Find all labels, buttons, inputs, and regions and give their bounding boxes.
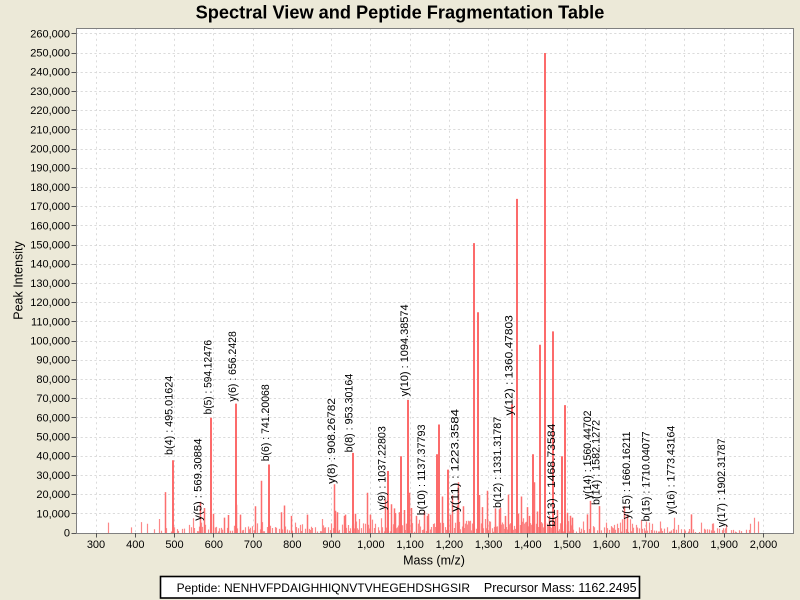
svg-text:40,000: 40,000 [36, 451, 70, 463]
svg-text:20,000: 20,000 [36, 489, 70, 501]
svg-text:50,000: 50,000 [36, 432, 70, 444]
svg-text:y(5) : 569.30884: y(5) : 569.30884 [193, 439, 205, 521]
svg-text:30,000: 30,000 [36, 470, 70, 482]
svg-text:Mass (m/z): Mass (m/z) [403, 554, 465, 568]
svg-text:160,000: 160,000 [30, 220, 70, 232]
svg-text:y(12) : 1360.47803: y(12) : 1360.47803 [503, 315, 515, 415]
svg-text:y(6) : 656.2428: y(6) : 656.2428 [227, 331, 239, 401]
svg-text:b(5) : 594.12476: b(5) : 594.12476 [203, 340, 215, 414]
svg-text:y(15) : 1660.16211: y(15) : 1660.16211 [621, 432, 633, 520]
svg-text:240,000: 240,000 [30, 67, 70, 79]
svg-text:y(8) : 908.26782: y(8) : 908.26782 [326, 398, 338, 484]
svg-text:b(14) : 1582.1272: b(14) : 1582.1272 [590, 420, 602, 505]
svg-text:300: 300 [87, 539, 105, 551]
svg-text:b(10) : 1137.37793: b(10) : 1137.37793 [416, 424, 428, 515]
svg-text:y(9) : 1037.22803: y(9) : 1037.22803 [377, 426, 389, 510]
svg-text:b(4) : 495.01624: b(4) : 495.01624 [164, 376, 176, 455]
svg-text:150,000: 150,000 [30, 240, 70, 252]
svg-text:0: 0 [64, 528, 70, 540]
svg-text:60,000: 60,000 [36, 412, 70, 424]
svg-text:70,000: 70,000 [36, 393, 70, 405]
svg-text:Peak Intensity: Peak Intensity [12, 240, 26, 319]
svg-text:y(11) : 1223.3584: y(11) : 1223.3584 [450, 409, 462, 512]
svg-text:220,000: 220,000 [30, 105, 70, 117]
svg-text:100,000: 100,000 [30, 336, 70, 348]
svg-text:90,000: 90,000 [36, 355, 70, 367]
svg-text:500: 500 [165, 539, 183, 551]
svg-text:Spectral View and Peptide Frag: Spectral View and Peptide Fragmentation … [196, 3, 605, 23]
svg-text:700: 700 [244, 539, 262, 551]
svg-text:600: 600 [205, 539, 223, 551]
svg-text:10,000: 10,000 [36, 508, 70, 520]
svg-text:y(17) : 1902.31787: y(17) : 1902.31787 [716, 439, 728, 528]
svg-text:260,000: 260,000 [30, 28, 70, 40]
svg-text:1,400: 1,400 [514, 539, 542, 551]
svg-text:1,300: 1,300 [475, 539, 503, 551]
svg-text:y(14) : 1560.44702: y(14) : 1560.44702 [582, 411, 594, 500]
svg-text:1,800: 1,800 [671, 539, 699, 551]
svg-text:b(13) : 1468.73584: b(13) : 1468.73584 [546, 424, 558, 527]
svg-text:Peptide: NENHVFPDAIGHHIQNVTVHE: Peptide: NENHVFPDAIGHHIQNVTVHEGEHDSHGSIR [177, 581, 471, 595]
svg-text:2,000: 2,000 [750, 539, 778, 551]
svg-text:1,000: 1,000 [357, 539, 385, 551]
svg-text:250,000: 250,000 [30, 48, 70, 60]
svg-text:800: 800 [283, 539, 301, 551]
svg-text:400: 400 [126, 539, 144, 551]
svg-text:190,000: 190,000 [30, 163, 70, 175]
svg-text:170,000: 170,000 [30, 201, 70, 213]
svg-text:80,000: 80,000 [36, 374, 70, 386]
svg-text:110,000: 110,000 [31, 316, 70, 328]
svg-text:b(8) : 953.30164: b(8) : 953.30164 [344, 374, 356, 453]
svg-text:b(6) : 741.20068: b(6) : 741.20068 [260, 384, 272, 461]
svg-text:200,000: 200,000 [30, 144, 70, 156]
svg-text:900: 900 [322, 539, 340, 551]
svg-text:140,000: 140,000 [30, 259, 70, 271]
svg-text:1,600: 1,600 [593, 539, 621, 551]
svg-text:210,000: 210,000 [30, 124, 70, 136]
svg-text:Precursor Mass: 1162.2495: Precursor Mass: 1162.2495 [484, 581, 637, 595]
svg-text:130,000: 130,000 [30, 278, 70, 290]
svg-text:y(10) : 1094.38574: y(10) : 1094.38574 [399, 304, 411, 396]
svg-text:1,700: 1,700 [632, 539, 660, 551]
svg-text:y(16) : 1773.43164: y(16) : 1773.43164 [666, 426, 678, 515]
svg-text:b(12) : 1331.31787: b(12) : 1331.31787 [492, 417, 504, 508]
svg-text:120,000: 120,000 [30, 297, 70, 309]
svg-text:1,100: 1,100 [396, 539, 424, 551]
svg-text:b(15) : 1710.04077: b(15) : 1710.04077 [641, 432, 653, 522]
svg-text:1,900: 1,900 [710, 539, 738, 551]
svg-text:1,500: 1,500 [553, 539, 581, 551]
svg-text:180,000: 180,000 [30, 182, 70, 194]
svg-text:230,000: 230,000 [30, 86, 70, 98]
svg-text:1,200: 1,200 [436, 539, 464, 551]
